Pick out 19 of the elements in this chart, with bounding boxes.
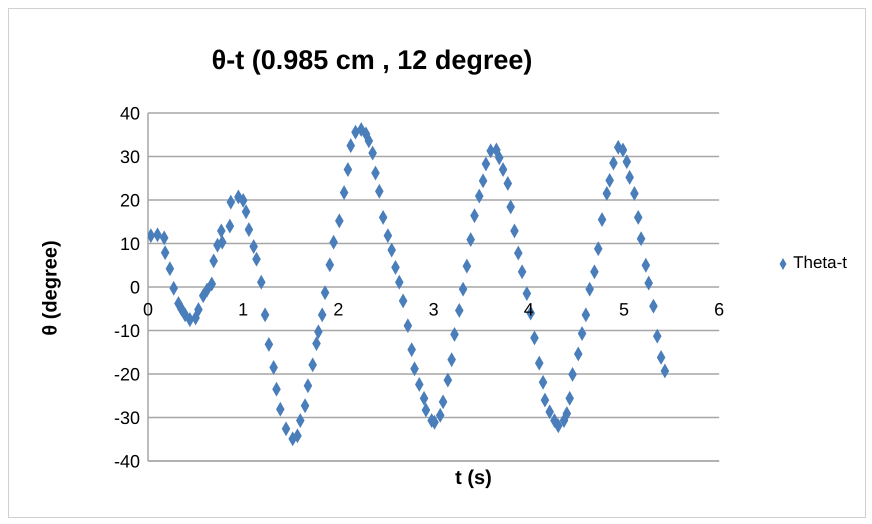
y-tick-label: -40: [114, 451, 140, 472]
x-axis-title: t (s): [455, 467, 492, 490]
x-tick-label: 2: [333, 299, 344, 320]
y-axis-title: θ (degree): [40, 240, 62, 336]
y-tick-label: 40: [120, 103, 140, 124]
y-tick-label: 10: [120, 234, 140, 254]
y-tick-label: -20: [114, 364, 140, 384]
x-tick-label: 0: [142, 299, 154, 320]
x-tick-label: 3: [428, 299, 439, 320]
y-tick-label: 0: [130, 277, 140, 298]
y-tick-label: -30: [114, 408, 140, 428]
y-tick-label: -10: [114, 320, 140, 341]
x-tick-label: 5: [618, 299, 629, 320]
y-tick-label: 30: [120, 146, 140, 167]
y-tick-label: 20: [120, 190, 140, 210]
legend-label: Theta-t: [793, 253, 847, 272]
x-tick-label: 1: [238, 299, 248, 320]
chart-title: θ-t (0.985 cm , 12 degree): [210, 45, 534, 76]
x-tick-label: 6: [714, 299, 724, 320]
